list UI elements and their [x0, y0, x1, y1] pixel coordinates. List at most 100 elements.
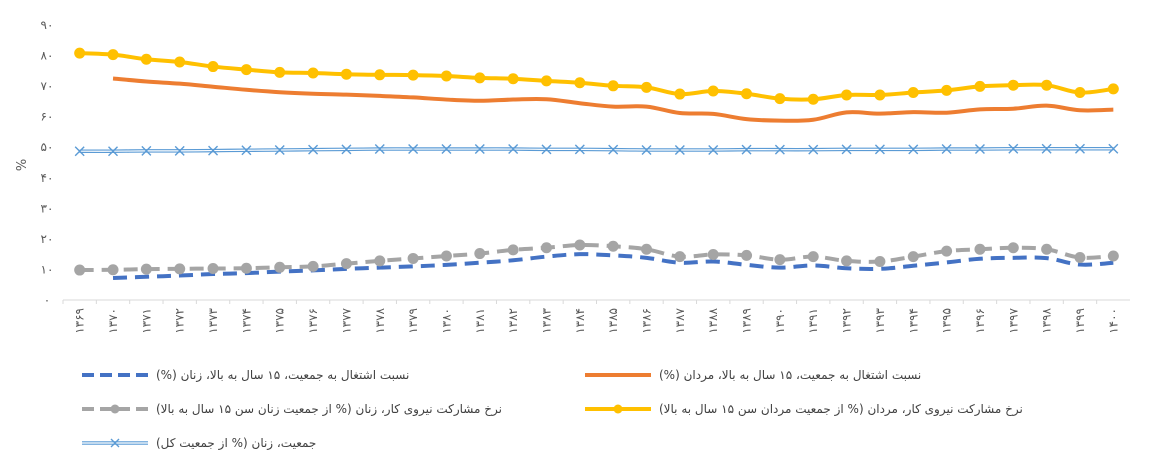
point-female-population: [474, 144, 485, 155]
legend-label-male-participation: نرخ مشارکت نیروی کار، مردان (% از جمعیت …: [659, 402, 1023, 416]
y-tick-label: ۳۰: [41, 201, 54, 215]
legend-item-female-participation: نرخ مشارکت نیروی کار، زنان (% از جمعیت ز…: [80, 402, 502, 416]
point-male-participation: [607, 80, 619, 92]
series-male-employment: [112, 76, 1114, 123]
point-female-population: [941, 144, 952, 155]
point-female-population: [1008, 143, 1019, 154]
point-female-population: [1108, 143, 1119, 154]
point-male-participation: [807, 93, 819, 105]
series-layer: [74, 47, 1119, 280]
legend-swatch-female-population: [82, 438, 148, 448]
line-inner-female-population: [79, 148, 1114, 152]
point-female-participation: [574, 239, 586, 251]
point-female-participation: [174, 263, 186, 275]
x-tick-label: ۱۳۹۴: [906, 308, 920, 334]
point-male-participation: [407, 69, 419, 81]
point-female-participation: [1074, 252, 1086, 264]
point-male-participation: [207, 61, 219, 73]
point-female-participation: [841, 255, 853, 267]
y-tick-label: ۶۰: [41, 110, 54, 124]
point-female-participation: [340, 258, 352, 270]
point-female-participation: [807, 251, 819, 263]
x-tick-label: ۱۳۷۰: [106, 308, 120, 334]
point-male-participation: [140, 53, 152, 65]
x-tick-label: ۱۳۹۳: [873, 307, 887, 333]
point-male-participation: [474, 72, 486, 84]
point-male-participation: [107, 49, 119, 61]
line-female-participation: [79, 242, 1114, 273]
legend-label-female-employment: نسبت اشتغال به جمعیت، ۱۵ سال به بالا، زن…: [156, 368, 410, 382]
x-tick-label: ۱۳۸۸: [706, 307, 720, 333]
x-tick-label: ۱۳۸۵: [606, 308, 620, 334]
point-male-participation: [707, 85, 719, 97]
point-male-participation: [574, 77, 586, 89]
x-tick-label: ۱۳۹۶: [973, 308, 987, 334]
point-male-participation: [907, 87, 919, 99]
point-male-participation: [741, 88, 753, 100]
point-female-participation: [741, 249, 753, 261]
point-female-population: [974, 144, 985, 155]
point-female-population: [808, 144, 819, 155]
x-tick-label: ۱۳۷۹: [406, 308, 420, 334]
point-female-participation: [907, 251, 919, 263]
point-female-population: [341, 144, 352, 155]
x-tick-label: ۱۳۶۹: [73, 308, 87, 334]
point-female-population: [74, 146, 85, 157]
point-female-population: [641, 144, 652, 155]
point-female-population: [608, 144, 619, 155]
x-tick-label: ۱۳۷۱: [139, 308, 153, 334]
x-tick-label: ۱۳۷۲: [173, 308, 187, 334]
x-tick-label: ۱۳۹۵: [940, 308, 954, 334]
point-male-participation: [274, 66, 286, 78]
y-tick-label: ۲۰: [41, 232, 54, 246]
point-female-population: [174, 145, 185, 156]
x-tick-label: ۱۳۹۸: [1040, 307, 1054, 333]
x-tick-label: ۱۳۹۲: [840, 308, 854, 334]
point-female-participation: [374, 255, 386, 267]
point-male-participation: [841, 89, 853, 101]
x-tick-label: ۱۳۷۳: [206, 307, 220, 333]
point-male-participation: [874, 89, 886, 101]
point-female-participation: [1041, 243, 1053, 255]
point-female-population: [741, 144, 752, 155]
point-female-participation: [507, 244, 519, 256]
line-male-employment: [112, 76, 1114, 123]
y-tick-label: ۱۰: [41, 262, 54, 276]
legend-swatch-female-participation: [82, 404, 148, 414]
point-female-population: [508, 144, 519, 155]
point-male-participation: [340, 68, 352, 80]
legend-label-female-participation: نرخ مشارکت نیروی کار، زنان (% از جمعیت ز…: [156, 402, 502, 416]
point-female-population: [408, 144, 419, 155]
legend-label-male-employment: نسبت اشتغال به جمعیت، ۱۵ سال به بالا، مر…: [659, 368, 922, 382]
x-tick-label: ۱۳۸۳: [539, 307, 553, 333]
point-female-population: [208, 145, 219, 156]
point-male-participation: [74, 47, 86, 59]
point-male-participation: [1107, 83, 1119, 95]
legend: نسبت اشتغال به جمعیت، ۱۵ سال به بالا، زن…: [0, 355, 1167, 465]
point-female-participation: [707, 248, 719, 260]
point-female-population: [841, 144, 852, 155]
x-axis-ticks: ۱۳۶۹ ۱۳۷۰ ۱۳۷۱ ۱۳۷۲ ۱۳۷۳ ۱۳۷۴ ۱۳۷۵ ۱۳۷۶ ۱۳۷۷ ۱۳۷۸…: [62, 300, 1120, 334]
point-female-population: [274, 144, 285, 155]
point-male-participation: [1041, 79, 1053, 91]
point-female-population: [308, 144, 319, 155]
x-tick-label: ۱۳۷۸: [373, 307, 387, 333]
legend-item-female-population: جمعیت، زنان (% از جمعیت کل): [80, 436, 316, 450]
legend-item-male-employment: نسبت اشتغال به جمعیت، ۱۵ سال به بالا، مر…: [583, 368, 921, 382]
point-male-participation: [1007, 79, 1019, 91]
point-male-participation: [307, 67, 319, 79]
point-female-participation: [674, 251, 686, 263]
point-male-participation: [507, 73, 519, 85]
y-tick-label: ۰: [44, 293, 50, 307]
legend-item-male-participation: نرخ مشارکت نیروی کار، مردان (% از جمعیت …: [583, 402, 1023, 416]
point-male-participation: [774, 93, 786, 105]
point-female-population: [774, 144, 785, 155]
series-male-participation: [74, 47, 1119, 105]
x-tick-label: ۱۳۸۷: [673, 307, 687, 333]
point-male-participation: [374, 69, 386, 81]
x-tick-label: ۱۳۸۹: [740, 308, 754, 334]
point-female-participation: [107, 264, 119, 276]
point-male-participation: [1074, 87, 1086, 99]
x-tick-label: ۱۳۷۵: [273, 308, 287, 334]
x-tick-label: ۱۳۸۲: [506, 308, 520, 334]
